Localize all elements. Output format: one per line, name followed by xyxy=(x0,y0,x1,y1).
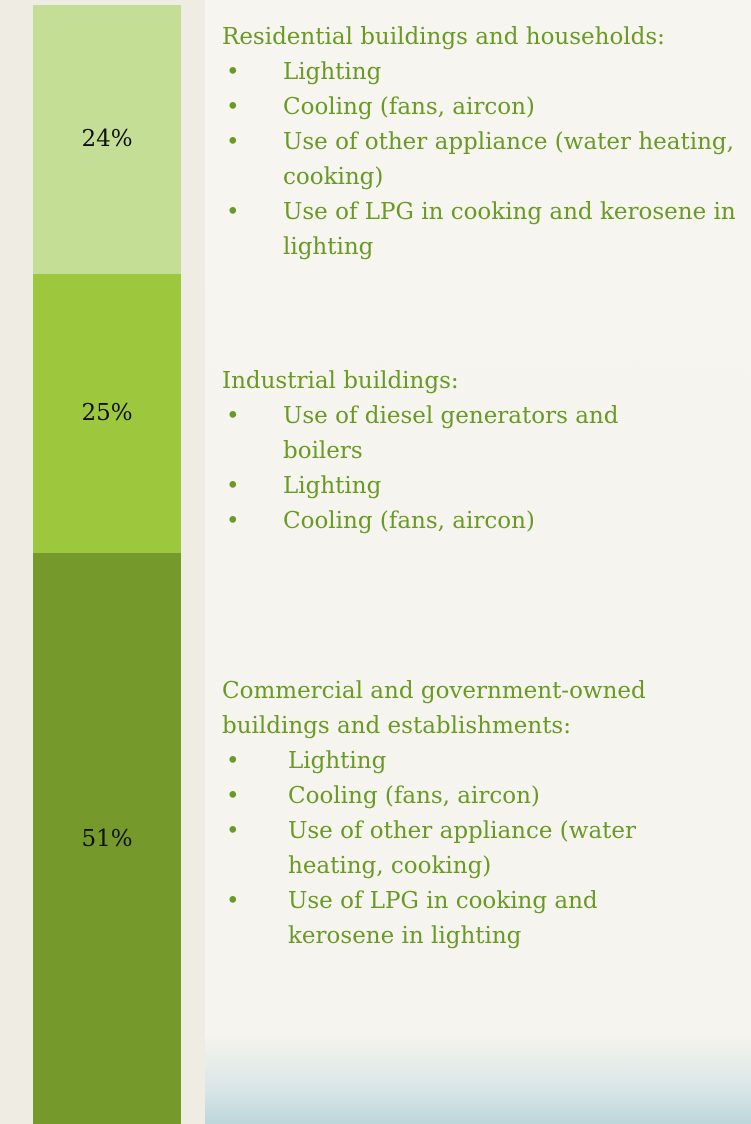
description-block: Commercial and government-owned building… xyxy=(222,674,692,954)
data-label: 51% xyxy=(81,825,133,852)
bullet-item: Lighting xyxy=(222,744,692,779)
bar-segment xyxy=(33,5,181,274)
block-heading: Commercial and government-owned building… xyxy=(222,678,646,739)
description-block: Industrial buildings: Use of diesel gener… xyxy=(222,364,682,539)
description-block: Residential buildings and households: Lig… xyxy=(222,20,742,265)
bullet-item: Cooling (fans, aircon) xyxy=(222,779,692,814)
bullet-item: Cooling (fans, aircon) xyxy=(222,90,742,125)
bar-segment xyxy=(33,553,181,1124)
data-label: 24% xyxy=(81,126,133,153)
bullet-item: Use of diesel generators and boilers xyxy=(222,399,682,469)
bullet-item: Lighting xyxy=(222,469,682,504)
bullet-list: Use of diesel generators and boilersLigh… xyxy=(222,399,682,539)
bullet-item: Use of LPG in cooking and kerosene in li… xyxy=(222,884,692,954)
bullet-list: LightingCooling (fans, aircon)Use of oth… xyxy=(222,55,742,265)
block-heading: Residential buildings and households: xyxy=(222,24,665,50)
bullet-item: Use of LPG in cooking and kerosene in li… xyxy=(222,195,742,265)
bullet-item: Use of other appliance (water heating, c… xyxy=(222,125,742,195)
bullet-item: Cooling (fans, aircon) xyxy=(222,504,682,539)
bullet-list: LightingCooling (fans, aircon)Use of oth… xyxy=(222,744,692,954)
data-label: 25% xyxy=(81,400,133,427)
bullet-item: Use of other appliance (water heating, c… xyxy=(222,814,692,884)
bar-segment xyxy=(33,273,181,554)
block-heading: Industrial buildings: xyxy=(222,368,459,394)
bullet-item: Lighting xyxy=(222,55,742,90)
stacked-bar: 24% 25% 51% xyxy=(33,5,181,1124)
